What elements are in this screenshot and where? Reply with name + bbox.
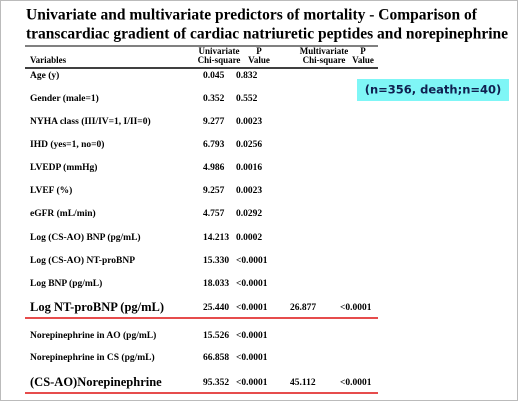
- row-label: Norepinephrine in CS (pg/mL): [30, 352, 155, 363]
- cell-value: <0.0001: [236, 303, 268, 313]
- cell-value: 15.526: [203, 331, 229, 341]
- cell-value: <0.0001: [340, 378, 372, 388]
- column-header: Chi-square: [198, 55, 241, 65]
- cell-value: 0.352: [203, 94, 225, 104]
- row-label: Log BNP (pg/mL): [30, 278, 102, 289]
- cell-value: 6.793: [203, 140, 225, 150]
- cell-value: 0.832: [236, 71, 258, 81]
- row-label: eGFR (mL/min): [30, 208, 96, 219]
- row-label: IHD (yes=1, no=0): [30, 139, 104, 150]
- cell-value: 4.986: [203, 163, 225, 173]
- cell-value: 95.352: [203, 378, 229, 388]
- cell-value: 14.213: [203, 233, 229, 243]
- row-label: LVEF (%): [30, 185, 72, 196]
- column-header: Variables: [30, 55, 67, 65]
- row-label: Gender (male=1): [30, 93, 99, 104]
- cell-value: <0.0001: [236, 256, 268, 266]
- cell-value: 0.0023: [236, 186, 262, 196]
- cell-value: <0.0001: [236, 331, 268, 341]
- column-header: Univariate: [199, 46, 240, 56]
- cell-value: <0.0001: [340, 303, 372, 313]
- note-box: [357, 79, 509, 101]
- row-label: Log (CS-AO) BNP (pg/mL): [30, 232, 141, 243]
- cell-value: 9.257: [203, 186, 225, 196]
- row-label: Norepinephrine in AO (pg/mL): [30, 330, 156, 341]
- cell-value: 4.757: [203, 209, 225, 219]
- cell-value: 66.858: [203, 353, 229, 363]
- column-header: P: [360, 46, 366, 56]
- row-label: Log NT-proBNP (pg/mL): [30, 300, 164, 314]
- cell-value: 18.033: [203, 279, 229, 289]
- cell-value: <0.0001: [236, 378, 268, 388]
- column-header: Chi-square: [303, 55, 346, 65]
- cell-value: 0.0023: [236, 117, 262, 127]
- cell-value: <0.0001: [236, 279, 268, 289]
- cell-value: 9.277: [203, 117, 225, 127]
- cell-value: <0.0001: [236, 353, 268, 363]
- row-label: Log (CS-AO) NT-proBNP: [30, 255, 135, 266]
- cell-value: 0.552: [236, 94, 258, 104]
- cell-value: 45.112: [290, 378, 316, 388]
- cell-value: 0.0016: [236, 163, 262, 173]
- cell-value: 26.877: [290, 303, 316, 313]
- cell-value: 0.045: [203, 71, 225, 81]
- column-header: Multivariate: [300, 46, 349, 56]
- cell-value: 0.0292: [236, 209, 262, 219]
- column-header: Value: [248, 55, 270, 65]
- title-line: transcardiac gradient of cardiac natriur…: [26, 26, 508, 43]
- cell-value: 0.0002: [236, 233, 262, 243]
- note: (n=356, death;n=40): [365, 83, 502, 97]
- cell-value: 0.0256: [236, 140, 262, 150]
- row-label: (CS-AO)Norepinephrine: [30, 375, 162, 389]
- cell-value: 25.440: [203, 303, 229, 313]
- row-label: Age (y): [30, 70, 59, 81]
- title-line: Univariate and multivariate predictors o…: [26, 7, 478, 24]
- row-label: NYHA class (III/IV=1, I/II=0): [30, 116, 151, 127]
- row-label: LVEDP (mmHg): [30, 162, 97, 173]
- column-header: P: [256, 46, 262, 56]
- cell-value: 15.330: [203, 256, 229, 266]
- column-header: Value: [352, 55, 374, 65]
